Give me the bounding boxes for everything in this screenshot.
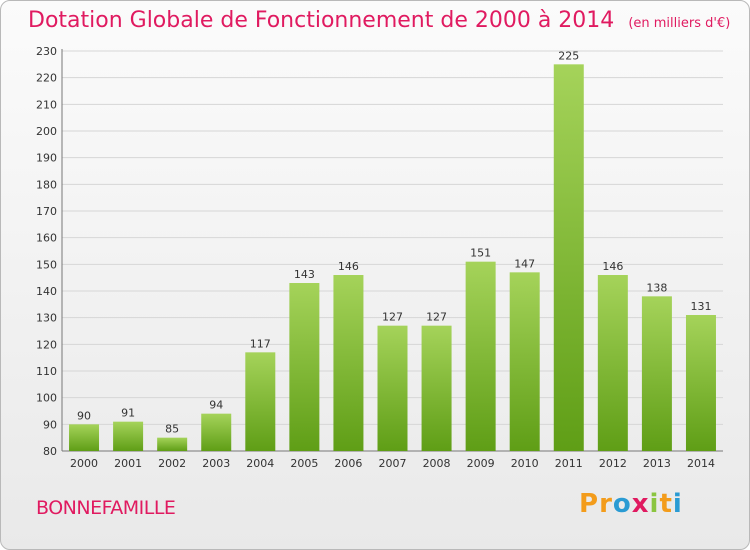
y-tick-label-230: 230 <box>36 45 57 58</box>
logo-letter: i <box>649 489 660 519</box>
y-tick-label-160: 160 <box>36 232 57 245</box>
data-label-2003: 94 <box>209 399 223 412</box>
y-tick-label-210: 210 <box>36 98 57 111</box>
x-tick-label-2000: 2000 <box>70 457 98 470</box>
x-tick-label-2013: 2013 <box>643 457 671 470</box>
x-tick-label-2003: 2003 <box>202 457 230 470</box>
x-tick-label-2010: 2010 <box>511 457 539 470</box>
data-label-2006: 146 <box>338 260 359 273</box>
title-text: Dotation Globale de Fonctionnement de 20… <box>28 8 615 33</box>
x-tick-label-2007: 2007 <box>379 457 407 470</box>
x-tick-label-2001: 2001 <box>114 457 142 470</box>
bar-2012 <box>597 275 628 451</box>
y-tick-label-180: 180 <box>36 178 57 191</box>
y-tick-label-220: 220 <box>36 72 57 85</box>
y-tick-label-200: 200 <box>36 125 57 138</box>
unit-label: (en milliers d'€) <box>628 16 731 31</box>
bar-2002 <box>157 437 188 451</box>
data-label-2004: 117 <box>250 337 271 350</box>
x-tick-label-2008: 2008 <box>423 457 451 470</box>
bar-2000 <box>69 424 100 451</box>
bar-2005 <box>289 283 320 451</box>
data-labels: 90 91 85 94 117 143 146 127 127 151 147 225 146 138 13… <box>77 49 711 435</box>
y-tick-label-170: 170 <box>36 205 57 218</box>
bar-2003 <box>201 413 232 451</box>
data-label-2012: 146 <box>602 260 623 273</box>
logo-letter: t <box>659 489 673 519</box>
proxiti-logo[interactable]: Proxiti <box>579 489 683 519</box>
y-tick-label-140: 140 <box>36 285 57 298</box>
bar-2009 <box>465 261 496 451</box>
data-label-2000: 90 <box>77 409 91 422</box>
y-tick-label-190: 190 <box>36 152 57 165</box>
x-tick-label-2011: 2011 <box>555 457 583 470</box>
bar-2006 <box>333 275 364 451</box>
logo-letter: r <box>599 489 613 519</box>
x-tick-labels: 2000 2001 2002 2003 2004 2005 2006 2007 2008 2009… <box>70 457 715 470</box>
x-tick-label-2012: 2012 <box>599 457 627 470</box>
y-tick-label-120: 120 <box>36 338 57 351</box>
data-label-2010: 147 <box>514 257 535 270</box>
data-label-2002: 85 <box>165 423 179 436</box>
x-tick-label-2014: 2014 <box>687 457 715 470</box>
y-tick-label-130: 130 <box>36 312 57 325</box>
x-tick-label-2006: 2006 <box>334 457 362 470</box>
data-label-2014: 131 <box>690 300 711 313</box>
data-label-2008: 127 <box>426 311 447 324</box>
data-label-2001: 91 <box>121 407 135 420</box>
bar-2010 <box>509 272 540 451</box>
logo-letter: i <box>672 489 683 519</box>
y-tick-label-150: 150 <box>36 258 57 271</box>
chart-title: Dotation Globale de Fonctionnement de 20… <box>28 8 730 33</box>
bar-2007 <box>377 325 408 451</box>
bar-2013 <box>641 296 672 451</box>
bar-2004 <box>245 352 276 451</box>
x-tick-label-2004: 2004 <box>246 457 274 470</box>
bar-2001 <box>113 421 144 451</box>
y-tick-label-110: 110 <box>36 365 57 378</box>
data-label-2005: 143 <box>294 268 315 281</box>
x-tick-label-2009: 2009 <box>467 457 495 470</box>
logo-letter: x <box>631 489 650 519</box>
data-label-2007: 127 <box>382 311 403 324</box>
y-tick-labels: 80 90 100 110 120 130 140 150 160 170 180 190 200 210… <box>36 45 57 458</box>
x-tick-label-2002: 2002 <box>158 457 186 470</box>
bar-2008 <box>421 325 452 451</box>
y-tick-label-80: 80 <box>43 445 57 458</box>
x-tick-label-2005: 2005 <box>290 457 318 470</box>
y-tick-label-90: 90 <box>43 418 57 431</box>
commune-name: BONNEFAMILLE <box>36 497 176 519</box>
data-label-2011: 225 <box>558 49 579 62</box>
logo-letter: P <box>579 489 600 519</box>
bars <box>69 64 716 452</box>
bar-2011 <box>553 64 584 452</box>
y-tick-label-100: 100 <box>36 392 57 405</box>
data-label-2009: 151 <box>470 247 491 260</box>
logo-letter: o <box>612 489 632 519</box>
data-label-2013: 138 <box>646 281 667 294</box>
bar-2014 <box>685 315 716 451</box>
